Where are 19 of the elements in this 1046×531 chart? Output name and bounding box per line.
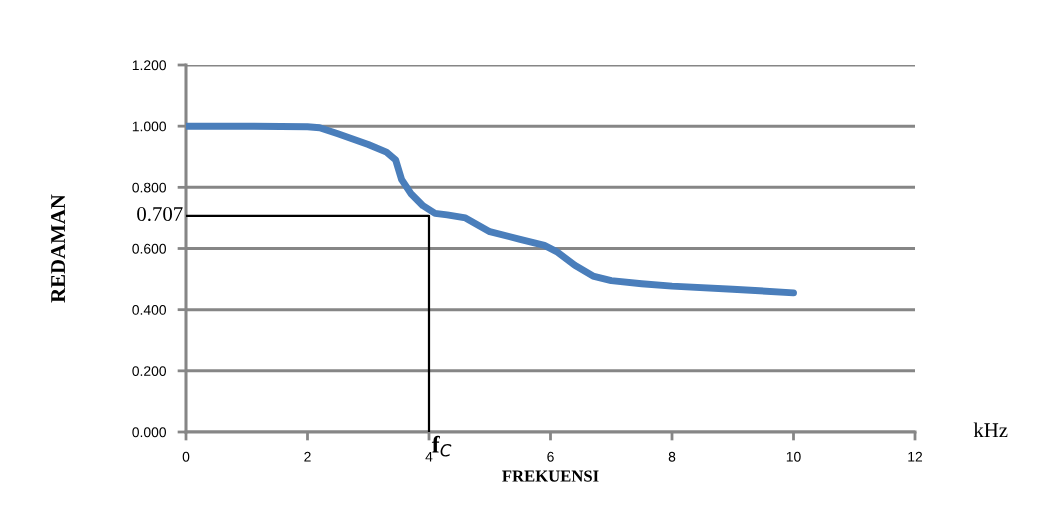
x-tick-label: 8	[668, 451, 676, 462]
x-tick-label: 6	[547, 451, 554, 462]
y-tick-label: 0.400	[132, 305, 167, 315]
annotation: 0.707	[137, 206, 183, 222]
text: kHz	[973, 422, 1008, 438]
y-tick-label: 0.000	[132, 427, 167, 438]
y-axis-title: REDAMAN	[51, 194, 65, 303]
x-tick-label: 4	[425, 451, 433, 462]
annotation: f$_{C}$	[431, 435, 452, 457]
y-tick-label: 0.800	[132, 182, 167, 193]
x-tick-label: 2	[304, 451, 311, 462]
x-tick-label: 12	[908, 451, 923, 462]
y-tick-label: 1.200	[132, 60, 167, 71]
y-tick-label: 0.200	[132, 366, 167, 376]
x-axis-title: FREKUENSI	[502, 470, 599, 482]
y-tick-label: 1.000	[132, 121, 167, 132]
x-tick-label: 10	[786, 451, 801, 462]
x-tick-label: 0	[182, 451, 190, 462]
y-tick-label: 0.600	[132, 243, 167, 254]
